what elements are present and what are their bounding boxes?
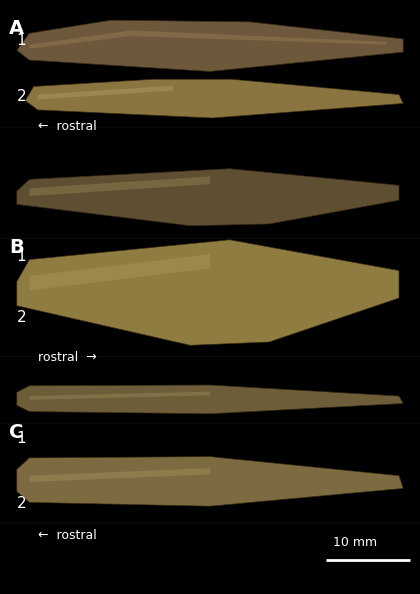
Polygon shape <box>38 86 173 99</box>
Polygon shape <box>17 169 399 226</box>
Polygon shape <box>17 457 403 506</box>
Text: 1: 1 <box>17 431 26 446</box>
Polygon shape <box>29 468 210 482</box>
Polygon shape <box>29 176 210 196</box>
Text: 2: 2 <box>17 89 26 104</box>
Text: 2: 2 <box>17 496 26 511</box>
Text: 1: 1 <box>17 33 26 48</box>
Polygon shape <box>25 79 403 118</box>
Text: rostral  →: rostral → <box>38 351 97 364</box>
Text: A: A <box>9 19 24 38</box>
Text: B: B <box>9 238 24 257</box>
Text: 10 mm: 10 mm <box>333 536 377 549</box>
Text: 1: 1 <box>17 249 26 264</box>
Text: ←  rostral: ← rostral <box>38 120 97 133</box>
Polygon shape <box>29 254 210 290</box>
Text: C: C <box>9 423 24 442</box>
Polygon shape <box>17 240 399 345</box>
Polygon shape <box>17 385 403 414</box>
Polygon shape <box>29 30 386 49</box>
Polygon shape <box>29 391 210 400</box>
Polygon shape <box>17 20 403 71</box>
Text: ←  rostral: ← rostral <box>38 529 97 542</box>
Text: 2: 2 <box>17 310 26 326</box>
